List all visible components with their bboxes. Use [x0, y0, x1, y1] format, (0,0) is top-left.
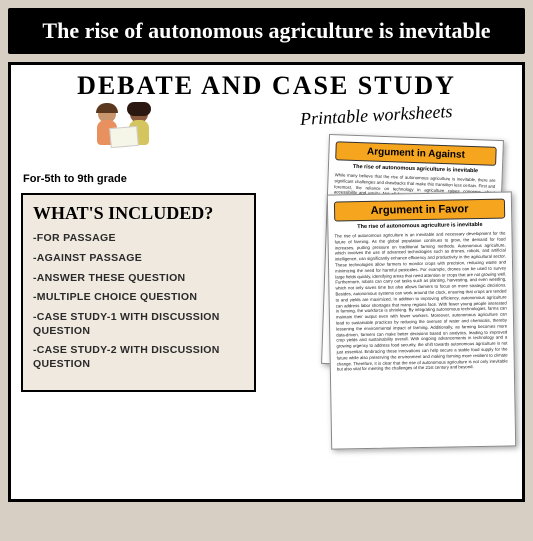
grade-label: For-5th to 9th grade — [23, 173, 127, 185]
title-banner: The rise of autonomous agriculture is in… — [8, 8, 525, 54]
worksheet-favor-preview: Argument in Favor The rise of autonomous… — [327, 192, 516, 450]
included-heading: WHAT'S INCLUDED? — [33, 203, 244, 224]
included-item: -ANSWER THESE QUESTION — [33, 272, 244, 286]
main-title: The rise of autonomous agriculture is in… — [28, 18, 505, 44]
main-panel: DEBATE AND CASE STUDY Printable workshee… — [8, 62, 525, 502]
included-item: -CASE STUDY-1 WITH DISCUSSION QUESTION — [33, 311, 244, 338]
included-item: -FOR PASSAGE — [33, 232, 244, 246]
sheet-body-text: The rise of autonomous agriculture is an… — [334, 231, 507, 373]
children-illustration — [86, 103, 166, 168]
sheet-header-favor: Argument in Favor — [334, 199, 505, 222]
included-item: -CASE STUDY-2 WITH DISCUSSION QUESTION — [33, 344, 244, 371]
included-item: -MULTIPLE CHOICE QUESTION — [33, 291, 244, 305]
printable-label: Printable worksheets — [299, 101, 452, 130]
sheet-header-against: Argument in Against — [335, 142, 497, 167]
whats-included-box: WHAT'S INCLUDED? -FOR PASSAGE -AGAINST P… — [21, 193, 256, 391]
sheet-subtitle: The rise of autonomous agriculture is in… — [334, 222, 505, 231]
debate-heading: DEBATE AND CASE STUDY — [11, 71, 522, 101]
included-item: -AGAINST PASSAGE — [33, 252, 244, 266]
